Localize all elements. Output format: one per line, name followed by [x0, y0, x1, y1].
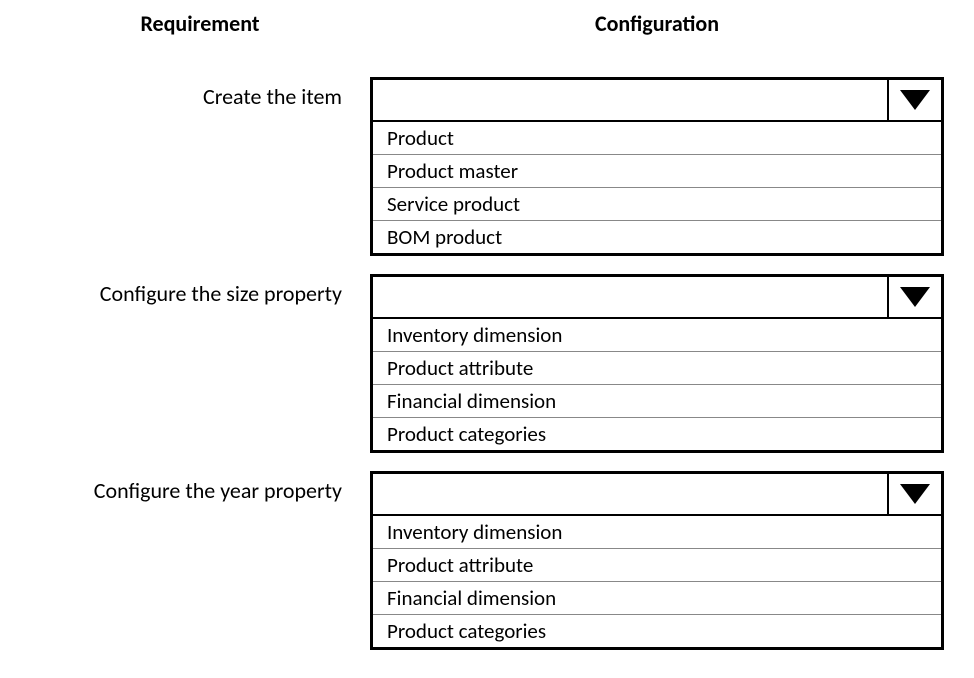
option-item[interactable]: Product attribute — [373, 548, 941, 581]
option-item[interactable]: Service product — [373, 187, 941, 220]
chevron-down-icon — [900, 90, 930, 110]
dropdown-button[interactable] — [887, 277, 941, 317]
option-item[interactable]: Inventory dimension — [373, 319, 941, 351]
config-block: Configure the size propertyInventory dim… — [30, 274, 944, 453]
blocks-container: Create the itemProductProduct masterServ… — [30, 77, 944, 650]
dropdown-row[interactable] — [373, 80, 941, 122]
option-item[interactable]: Financial dimension — [373, 581, 941, 614]
requirement-label: Create the item — [30, 77, 370, 110]
options-container: Inventory dimensionProduct attributeFina… — [373, 319, 941, 450]
dropdown-button[interactable] — [887, 80, 941, 120]
config-box: Inventory dimensionProduct attributeFina… — [370, 471, 944, 650]
option-item[interactable]: Product categories — [373, 614, 941, 647]
option-item[interactable]: Product master — [373, 154, 941, 187]
option-item[interactable]: BOM product — [373, 220, 941, 253]
config-block: Create the itemProductProduct masterServ… — [30, 77, 944, 256]
chevron-down-icon — [900, 484, 930, 504]
requirement-label: Configure the year property — [30, 471, 370, 504]
header-configuration: Configuration — [370, 10, 944, 37]
option-item[interactable]: Product attribute — [373, 351, 941, 384]
chevron-down-icon — [900, 287, 930, 307]
config-box: Inventory dimensionProduct attributeFina… — [370, 274, 944, 453]
config-block: Configure the year propertyInventory dim… — [30, 471, 944, 650]
options-container: ProductProduct masterService productBOM … — [373, 122, 941, 253]
option-item[interactable]: Product categories — [373, 417, 941, 450]
config-box: ProductProduct masterService productBOM … — [370, 77, 944, 256]
option-item[interactable]: Inventory dimension — [373, 516, 941, 548]
dropdown-field[interactable] — [373, 474, 887, 514]
option-item[interactable]: Product — [373, 122, 941, 154]
header-row: Requirement Configuration — [30, 10, 944, 37]
dropdown-field[interactable] — [373, 80, 887, 120]
header-requirement: Requirement — [30, 10, 370, 37]
dropdown-row[interactable] — [373, 277, 941, 319]
dropdown-button[interactable] — [887, 474, 941, 514]
dropdown-row[interactable] — [373, 474, 941, 516]
dropdown-field[interactable] — [373, 277, 887, 317]
requirement-label: Configure the size property — [30, 274, 370, 307]
options-container: Inventory dimensionProduct attributeFina… — [373, 516, 941, 647]
option-item[interactable]: Financial dimension — [373, 384, 941, 417]
